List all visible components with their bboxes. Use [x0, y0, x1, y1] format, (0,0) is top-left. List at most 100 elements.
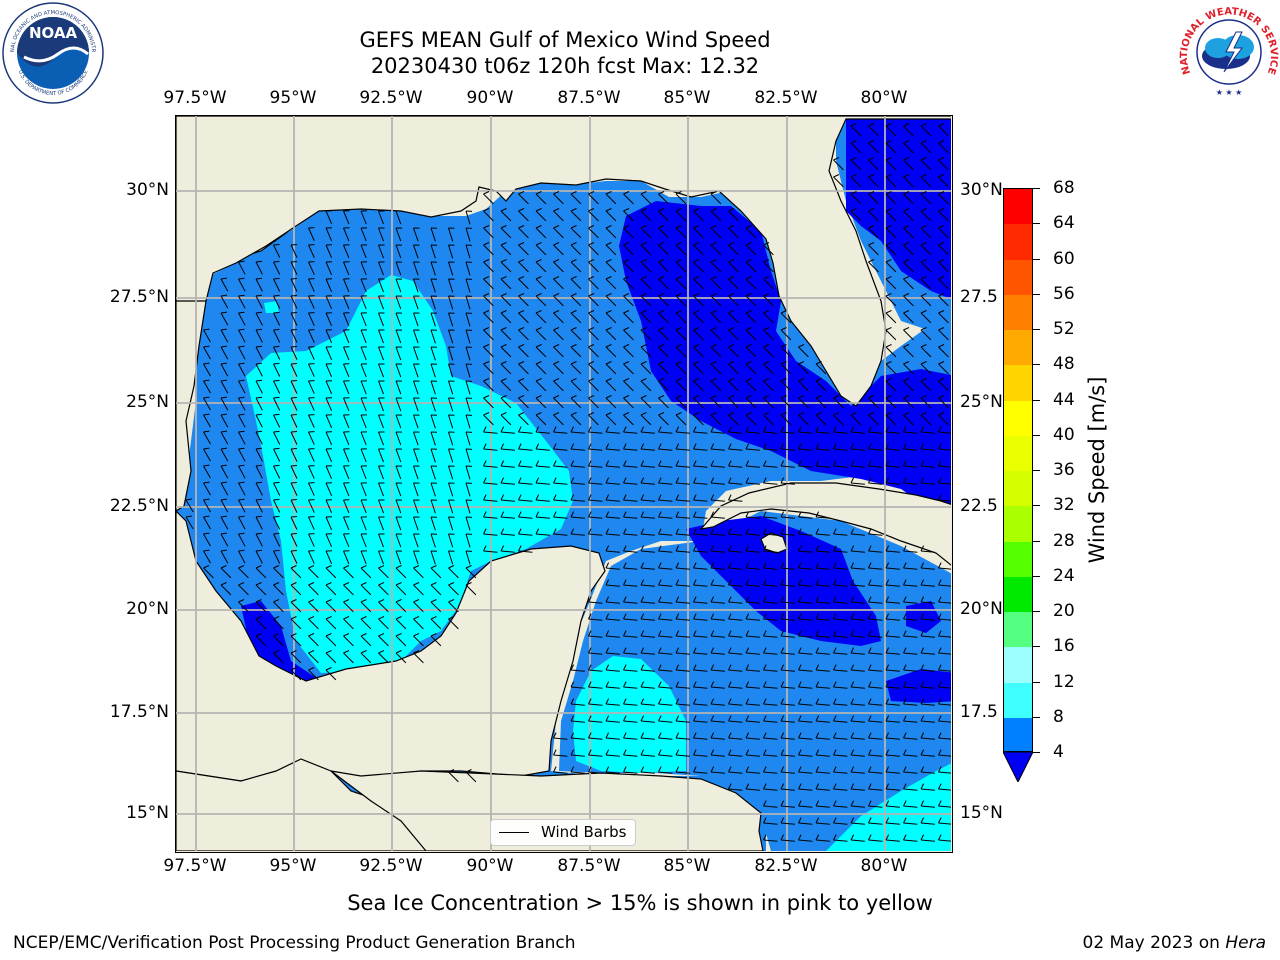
wind-barb-staff [343, 618, 354, 630]
wind-barb-staff [938, 295, 949, 307]
wind-barb-staff [903, 703, 918, 706]
wind-barb-staff [693, 516, 708, 519]
wind-barb-staff [675, 703, 690, 706]
wind-barb-flag [325, 565, 332, 569]
wind-barb-staff [395, 346, 402, 361]
wind-barb-staff [640, 550, 655, 553]
wind-barb-staff [903, 346, 914, 358]
wind-barb-staff [868, 703, 883, 706]
wind-barb-flag [640, 545, 645, 552]
wind-barb-staff [605, 363, 617, 375]
wind-barb-staff [658, 499, 673, 502]
wind-barb-flag [850, 157, 857, 161]
wind-barb-flag [798, 545, 802, 552]
wind-barb-staff [728, 278, 739, 290]
wind-barb-flag [640, 460, 645, 467]
wind-barb-staff [728, 584, 743, 587]
wind-barb-flag [588, 259, 595, 263]
wind-barb-staff [833, 465, 848, 468]
wind-barb-staff [780, 482, 795, 485]
wind-barb-staff [203, 414, 211, 428]
wind-barb-staff [360, 567, 372, 579]
wind-barb-staff [745, 227, 757, 239]
wind-barb-staff [605, 499, 620, 502]
wind-barb-flag [290, 244, 298, 246]
wind-barb-staff [780, 601, 795, 604]
wind-barb-flag [483, 494, 487, 501]
wind-barb-staff [798, 414, 809, 426]
wind-barb-flag [885, 715, 890, 722]
wind-barb-staff [203, 482, 211, 496]
wind-barb-flag [903, 174, 910, 178]
wind-barb-flag [938, 293, 945, 297]
wind-barb-staff [325, 431, 333, 446]
wind-barb-staff [693, 686, 708, 689]
wind-barb-flag [693, 259, 700, 263]
wind-barb-flag [343, 650, 350, 654]
wind-barb-staff [745, 278, 757, 290]
wind-barb-flag [640, 528, 645, 535]
wind-barb-staff [885, 448, 900, 451]
wind-barb-flag [745, 344, 752, 348]
wind-barb-flag [553, 477, 557, 484]
wind-barb-flag [220, 430, 227, 433]
wind-barb-flag [658, 225, 665, 229]
wind-barb-staff [658, 686, 673, 689]
wind-barb-staff [465, 397, 471, 412]
wind-barb-flag [728, 327, 735, 331]
wind-barb-staff [763, 788, 778, 791]
wind-barb-staff [710, 312, 722, 324]
wind-barb-flag [693, 344, 700, 348]
wind-barb-flag [570, 511, 575, 518]
wind-barb-flag [868, 681, 872, 688]
wind-barb-staff [325, 295, 333, 310]
wind-barb-flag [658, 647, 662, 654]
wind-barb-flag [640, 477, 645, 484]
wind-barb-flag [570, 460, 575, 467]
wind-barb-flag [920, 259, 927, 263]
wind-barb-flag [920, 477, 925, 484]
wind-barb-flag [553, 327, 560, 331]
wind-barb-staff [728, 295, 739, 307]
wind-barb-staff [938, 380, 949, 392]
wind-barb-flag [570, 749, 575, 756]
wind-barb-flag [255, 582, 262, 586]
wind-barb-flag [588, 460, 592, 467]
wind-barb-staff [885, 125, 897, 137]
wind-barb-staff [938, 788, 952, 791]
wind-barb-staff [745, 397, 757, 409]
wind-barb-flag [570, 361, 577, 365]
wind-barb-flag [798, 613, 802, 620]
wind-barb-flag [535, 412, 542, 416]
wind-barb-staff [430, 618, 442, 630]
wind-barb-staff [938, 771, 952, 774]
wind-barb-flag [850, 647, 855, 654]
wind-barb-staff [430, 312, 436, 327]
wind-barb-staff [640, 431, 655, 434]
wind-barb-flag [553, 732, 557, 739]
wind-barb-staff [290, 431, 298, 445]
wind-barb-flag [920, 698, 925, 705]
wind-barb-staff [710, 329, 722, 341]
wind-barb-staff [745, 482, 760, 485]
wind-barb-flag [255, 565, 262, 569]
lon-tick-bottom: 85°W [663, 856, 711, 876]
wind-barb-staff [763, 261, 774, 273]
wind-barb-staff [885, 142, 897, 154]
wind-barb-staff [535, 482, 550, 485]
wind-barb-staff [868, 125, 879, 137]
wind-barb-staff [640, 754, 655, 757]
wind-barb-flag [640, 562, 645, 569]
wind-barb-staff [728, 618, 743, 621]
wind-barb-flag [448, 582, 455, 586]
wind-barb-staff [745, 635, 760, 638]
wind-barb-staff [920, 618, 935, 621]
wind-barb-flag [290, 516, 298, 518]
wind-barb-flag [605, 259, 612, 263]
wind-barb-flag [710, 698, 715, 705]
wind-barb-staff [325, 346, 333, 361]
wind-barb-staff [920, 720, 935, 723]
wind-barb-staff [570, 261, 582, 273]
wind-barb-staff [623, 482, 638, 485]
wind-barb-staff [430, 601, 442, 613]
